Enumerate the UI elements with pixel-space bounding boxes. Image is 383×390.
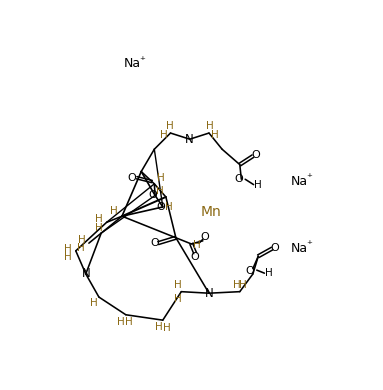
Text: H: H (156, 186, 164, 196)
Text: O: O (128, 173, 136, 183)
Text: H: H (155, 322, 163, 332)
Text: N: N (82, 268, 90, 280)
Text: H: H (64, 252, 72, 262)
Text: H: H (254, 180, 262, 190)
Text: O: O (252, 151, 260, 160)
Text: ⁺: ⁺ (306, 241, 312, 250)
Text: Na: Na (291, 242, 308, 255)
Text: H: H (163, 323, 170, 333)
Text: H: H (157, 173, 164, 183)
Text: O: O (156, 202, 165, 212)
Text: H: H (233, 280, 241, 290)
Text: H: H (206, 121, 214, 131)
Text: H: H (173, 294, 181, 303)
Text: H: H (265, 268, 273, 278)
Text: H: H (95, 213, 103, 223)
Text: H: H (90, 298, 98, 308)
Text: Mn: Mn (200, 206, 221, 219)
Text: O: O (200, 232, 209, 242)
Text: H: H (110, 206, 118, 216)
Text: ⁺: ⁺ (306, 174, 312, 183)
Text: H: H (117, 317, 125, 327)
Text: H: H (64, 243, 72, 254)
Text: O: O (246, 266, 254, 276)
Text: Na: Na (291, 175, 308, 188)
Text: ⁺: ⁺ (139, 56, 145, 66)
Text: H: H (193, 240, 201, 250)
Text: H: H (125, 317, 133, 327)
Text: O: O (150, 238, 159, 248)
Text: H: H (95, 223, 103, 233)
Text: O: O (191, 252, 200, 262)
Text: H: H (77, 243, 84, 253)
Text: H: H (211, 129, 219, 140)
Text: O: O (148, 190, 157, 200)
Text: Na: Na (123, 57, 141, 70)
Text: H: H (239, 280, 247, 290)
Text: O: O (271, 243, 280, 253)
Text: H: H (165, 202, 173, 212)
Text: N: N (185, 133, 194, 146)
Text: O: O (234, 174, 242, 184)
Text: H: H (166, 121, 173, 131)
Text: H: H (78, 235, 86, 245)
Text: H: H (173, 280, 181, 290)
Text: N: N (205, 287, 213, 300)
Text: H: H (160, 129, 167, 140)
